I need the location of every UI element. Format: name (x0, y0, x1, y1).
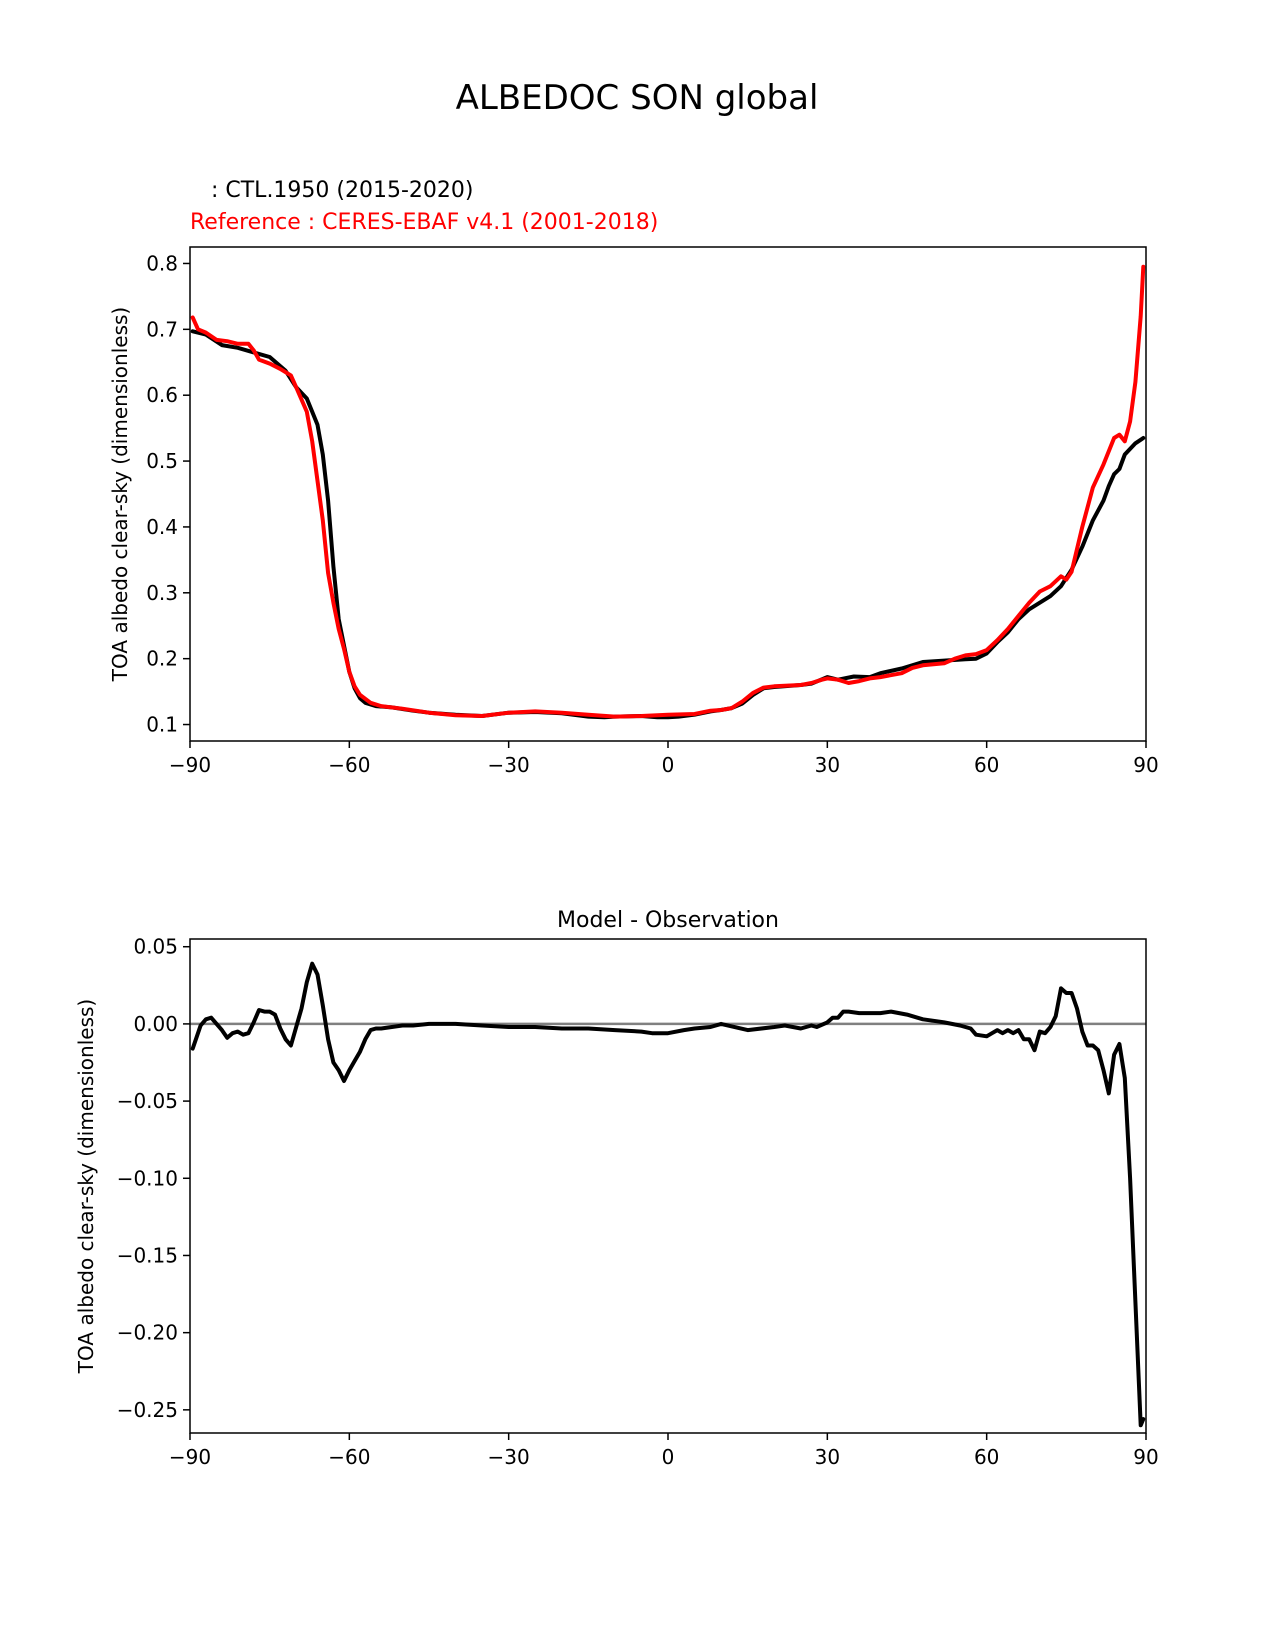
x-tick-label: −60 (328, 753, 370, 777)
reference-series-line (190, 264, 1146, 719)
x-tick-label: 30 (815, 753, 840, 777)
y-tick-label: 0.2 (146, 647, 178, 671)
plot-frame (189, 938, 1147, 1434)
y-tick-label: 0.8 (146, 251, 178, 275)
y-axis-label: TOA albedo clear-sky (dimensionless) (108, 307, 132, 682)
reference-label: Reference : CERES-EBAF v4.1 (2001-2018) (190, 210, 658, 235)
y-tick-label: −0.15 (117, 1243, 178, 1267)
y-tick-label: 0.05 (133, 935, 178, 959)
model-label: : CTL.1950 (2015-2020) (190, 178, 474, 203)
y-tick-label: 0.4 (146, 515, 178, 539)
chart-title: Model - Observation (557, 908, 779, 933)
x-tick-label: −90 (169, 753, 211, 777)
x-tick-label: −30 (488, 1445, 530, 1469)
y-tick-label: −0.10 (117, 1166, 178, 1190)
y-tick-label: 0.6 (146, 383, 178, 407)
y-tick-label: 0.7 (146, 317, 178, 341)
figure-title: ALBEDOC SON global (456, 78, 819, 118)
x-tick-label: −90 (169, 1445, 211, 1469)
model-series-line (190, 961, 1146, 1428)
y-tick-label: 0.3 (146, 581, 178, 605)
y-tick-label: −0.05 (117, 1089, 178, 1113)
x-tick-label: 60 (974, 753, 999, 777)
difference-chart: Model - Observation −90 −60 −30 0 30 60 90 0.05 0… (74, 908, 1159, 1469)
y-tick-label: 0.5 (146, 449, 178, 473)
x-tick-label: 60 (974, 1445, 999, 1469)
x-tick-label: −60 (328, 1445, 370, 1469)
x-tick-label: 30 (815, 1445, 840, 1469)
model-series-line (190, 329, 1146, 720)
x-tick-label: −30 (488, 753, 530, 777)
x-tick-label: 90 (1133, 753, 1158, 777)
plot-frame (189, 246, 1147, 742)
y-tick-label: −0.25 (117, 1398, 178, 1422)
x-tick-label: 0 (662, 753, 675, 777)
y-tick-label: 0.00 (133, 1012, 178, 1036)
y-tick-label: 0.1 (146, 713, 178, 737)
x-tick-label: 90 (1133, 1445, 1158, 1469)
x-tick-label: 0 (662, 1445, 675, 1469)
climatology-chart: −90 −60 −30 0 30 60 90 0.1 0.2 0.3 0.4 0.5 0.6 0.7 0.8… (108, 246, 1159, 777)
y-tick-label: −0.20 (117, 1321, 178, 1345)
y-axis-label: TOA albedo clear-sky (dimensionless) (74, 999, 98, 1374)
